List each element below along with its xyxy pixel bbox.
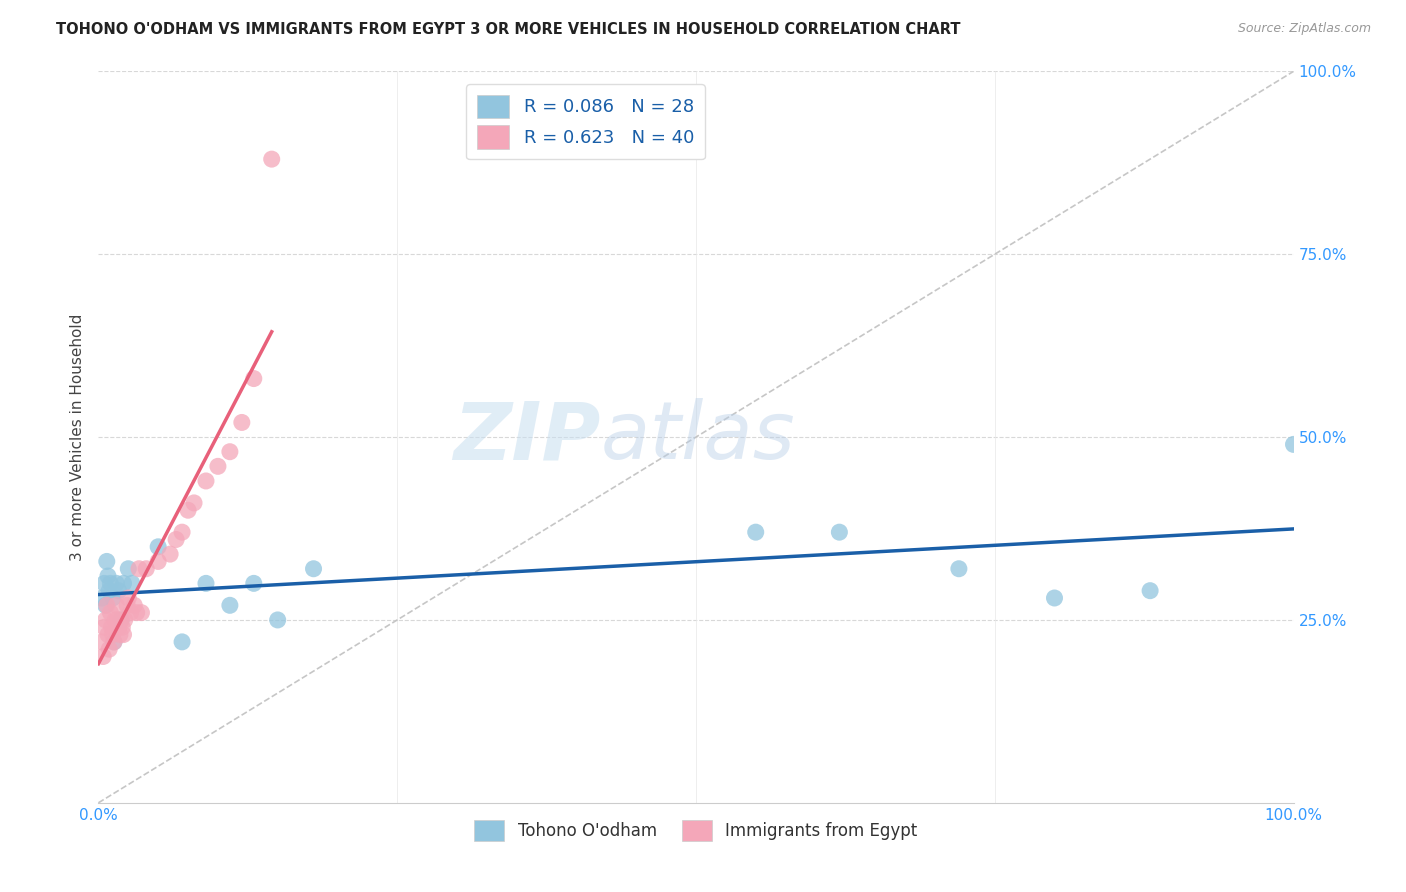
Point	[94, 599, 117, 613]
Point	[177, 503, 200, 517]
Point	[115, 599, 138, 613]
Point	[91, 591, 114, 605]
Point	[117, 562, 139, 576]
Point	[207, 459, 229, 474]
Point	[131, 606, 153, 620]
Point	[112, 627, 135, 641]
Point	[105, 599, 128, 613]
Point	[103, 635, 125, 649]
Point	[110, 613, 132, 627]
Point	[195, 474, 218, 488]
Point	[219, 599, 242, 613]
Y-axis label: 3 or more Vehicles in Household: 3 or more Vehicles in Household	[69, 313, 84, 561]
Point	[148, 540, 170, 554]
Point	[125, 606, 148, 620]
Point	[101, 591, 124, 605]
Point	[104, 613, 127, 627]
Point	[948, 562, 970, 576]
Point	[195, 576, 218, 591]
Point	[172, 635, 194, 649]
Point	[96, 554, 118, 568]
Point	[243, 371, 266, 385]
Point	[101, 627, 124, 641]
Point	[165, 533, 187, 547]
Point	[91, 635, 114, 649]
Point	[94, 613, 117, 627]
Point	[100, 620, 122, 634]
Point	[183, 496, 205, 510]
Point	[172, 525, 194, 540]
Point	[302, 562, 325, 576]
Point	[124, 599, 146, 613]
Point	[98, 583, 121, 598]
Point	[107, 620, 129, 634]
Point	[98, 606, 122, 620]
Point	[1139, 583, 1161, 598]
Point	[745, 525, 768, 540]
Point	[97, 569, 120, 583]
Text: atlas: atlas	[600, 398, 796, 476]
Point	[111, 620, 134, 634]
Point	[97, 627, 120, 641]
Point	[110, 613, 132, 627]
Point	[108, 627, 131, 641]
Point	[96, 599, 118, 613]
Point	[121, 576, 143, 591]
Legend: Tohono O'odham, Immigrants from Egypt: Tohono O'odham, Immigrants from Egypt	[467, 811, 925, 849]
Point	[159, 547, 181, 561]
Point	[112, 576, 135, 591]
Point	[243, 576, 266, 591]
Point	[98, 576, 122, 591]
Text: TOHONO O'ODHAM VS IMMIGRANTS FROM EGYPT 3 OR MORE VEHICLES IN HOUSEHOLD CORRELAT: TOHONO O'ODHAM VS IMMIGRANTS FROM EGYPT …	[56, 22, 960, 37]
Point	[1043, 591, 1066, 605]
Point	[120, 606, 142, 620]
Point	[91, 649, 114, 664]
Point	[114, 613, 136, 627]
Point	[128, 562, 150, 576]
Point	[98, 642, 121, 657]
Point	[828, 525, 851, 540]
Point	[117, 591, 139, 605]
Text: ZIP: ZIP	[453, 398, 600, 476]
Point	[103, 635, 125, 649]
Point	[107, 613, 129, 627]
Point	[135, 562, 157, 576]
Point	[105, 576, 128, 591]
Point	[219, 444, 242, 458]
Point	[231, 416, 253, 430]
Point	[260, 152, 283, 166]
Point	[1282, 437, 1305, 451]
Point	[107, 583, 129, 598]
Point	[93, 620, 115, 634]
Text: Source: ZipAtlas.com: Source: ZipAtlas.com	[1237, 22, 1371, 36]
Point	[267, 613, 290, 627]
Point	[148, 554, 170, 568]
Point	[93, 576, 115, 591]
